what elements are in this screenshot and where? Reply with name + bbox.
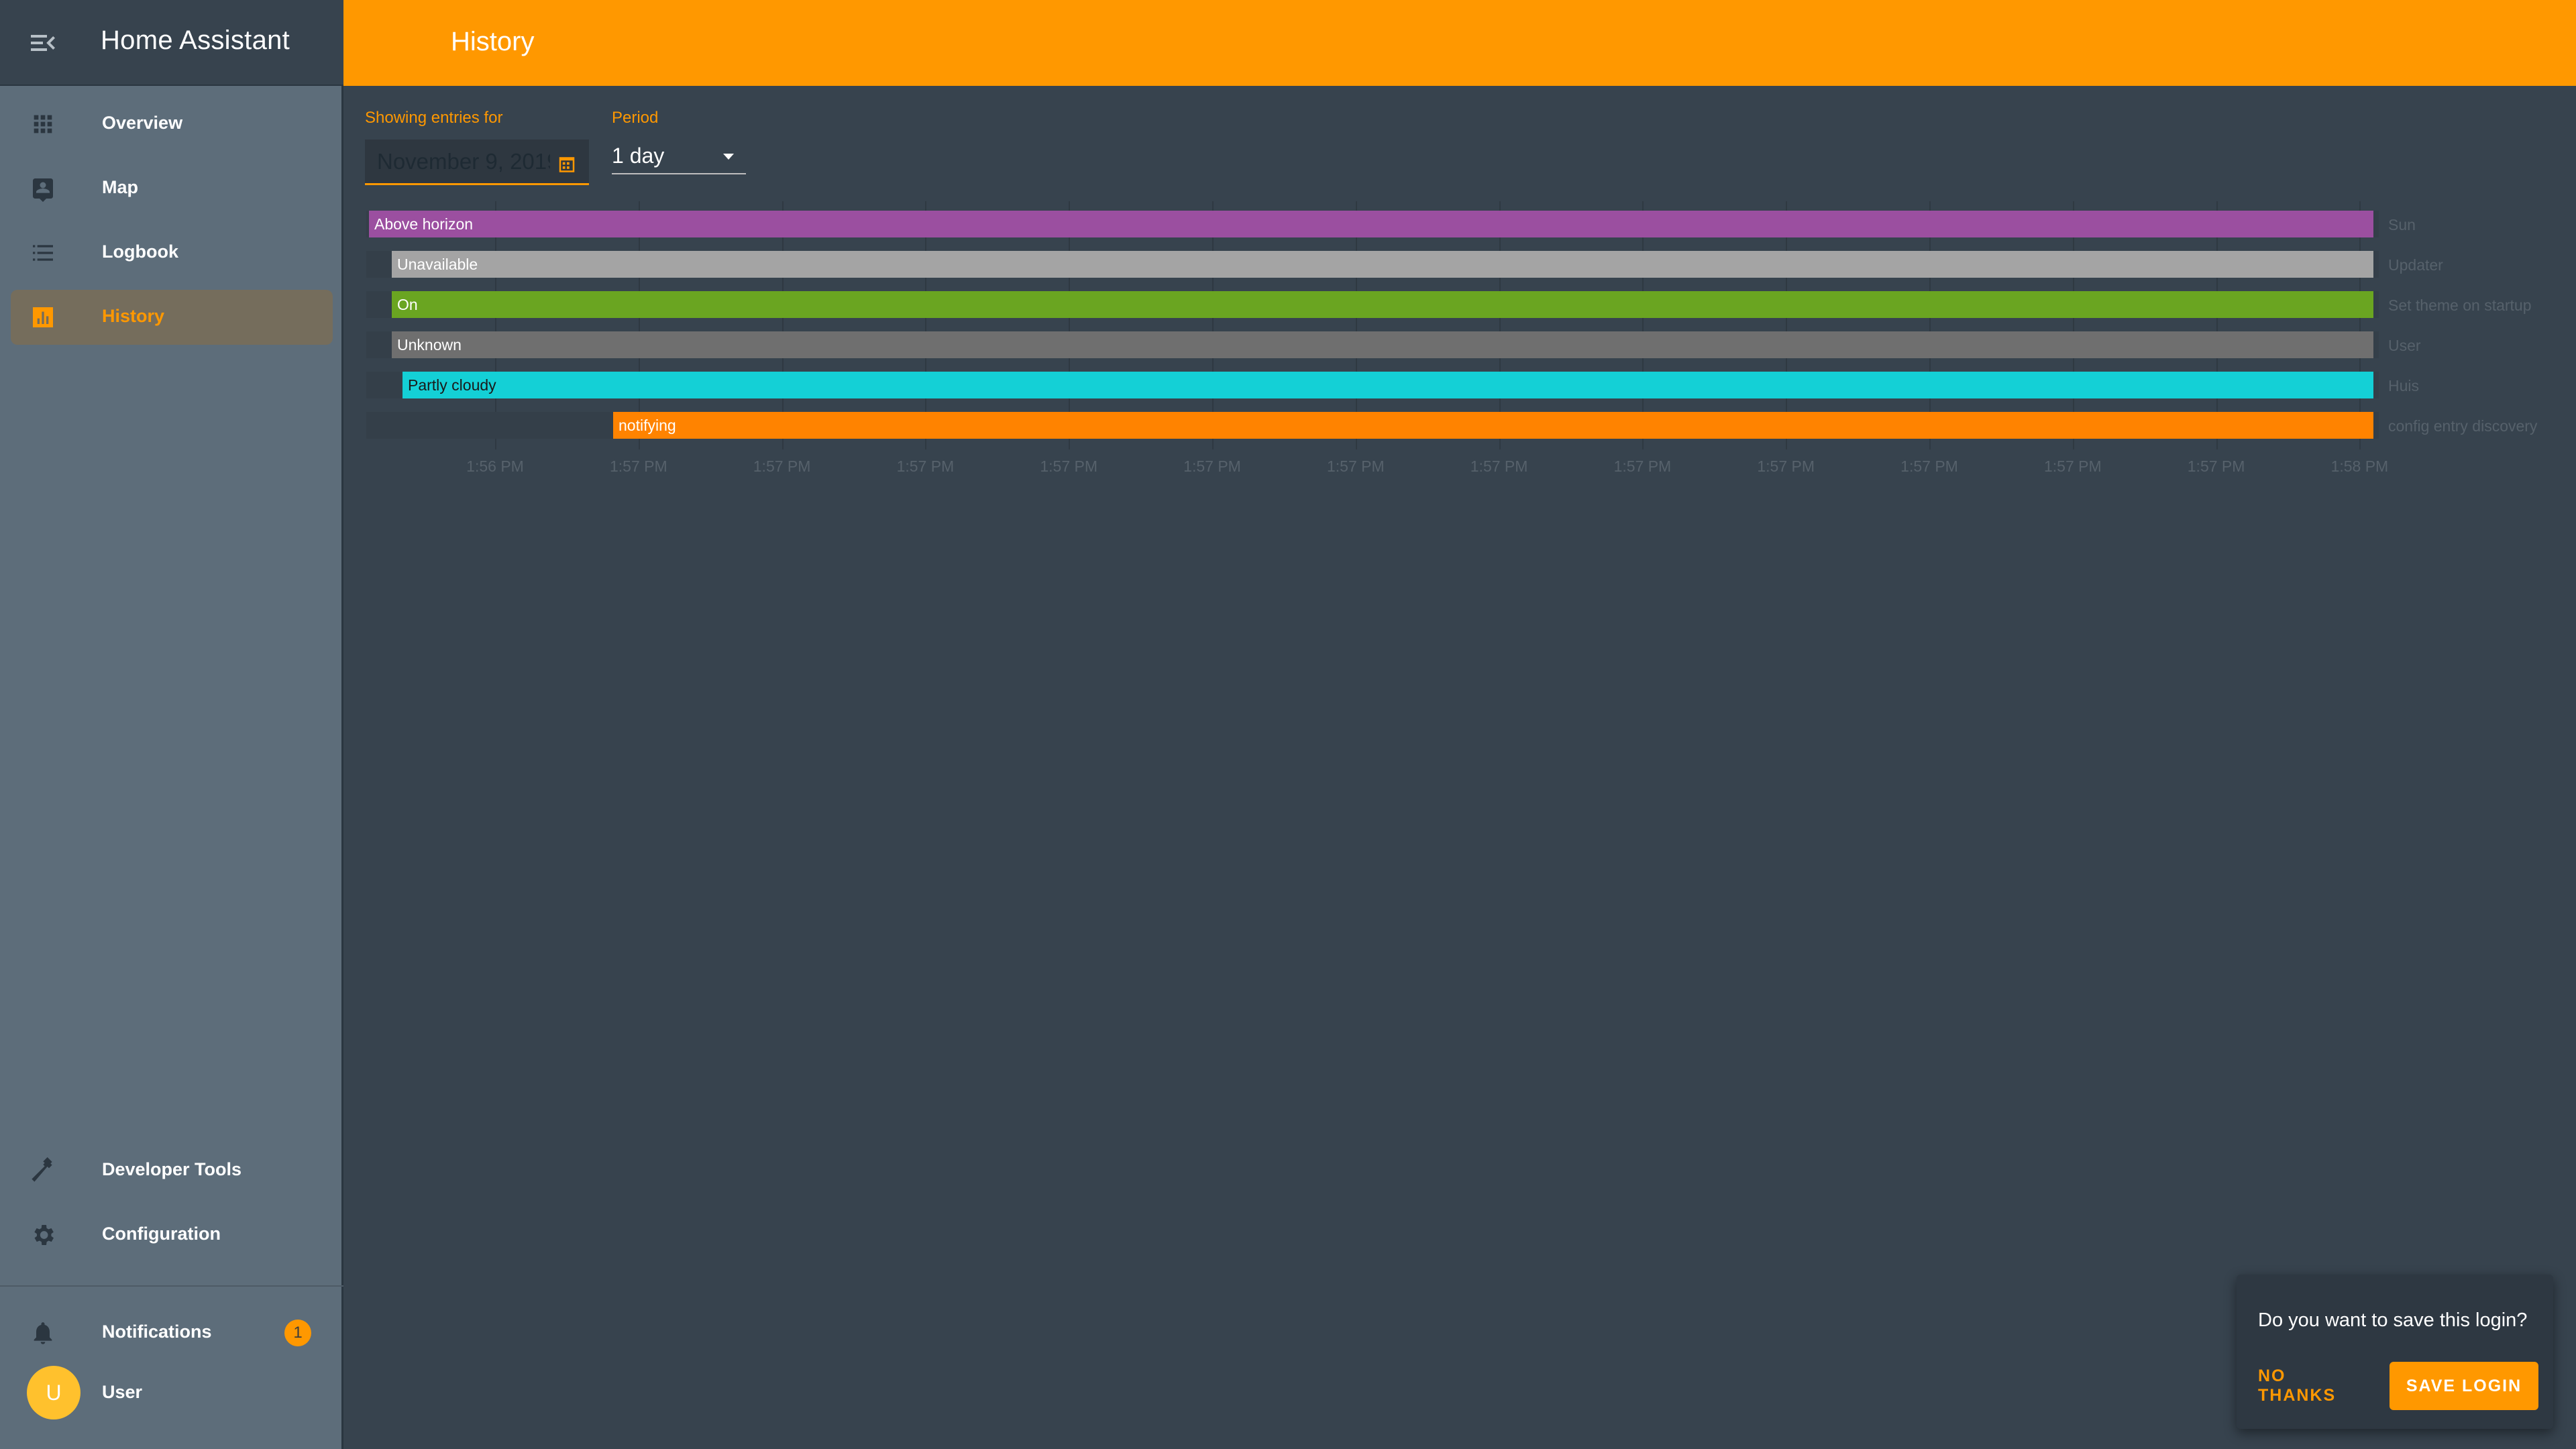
sidebar-item-notifications[interactable]: Notifications 1 <box>11 1305 333 1360</box>
x-axis-tick-label: 1:57 PM <box>609 458 667 475</box>
timeline-bar-label: Above horizon <box>374 215 474 233</box>
sidebar-item-label: Map <box>102 177 138 197</box>
gridline <box>1355 201 1357 449</box>
menu-collapse-icon[interactable] <box>27 27 59 59</box>
gridline <box>2359 201 2361 449</box>
no-thanks-button[interactable]: NO THANKS <box>2258 1362 2365 1410</box>
hammer-icon <box>27 1155 59 1187</box>
notification-count-badge: 1 <box>284 1320 311 1346</box>
x-axis-tick-label: 1:57 PM <box>1613 458 1672 475</box>
account-box-icon <box>27 172 59 205</box>
period-dropdown[interactable]: 1 day <box>612 138 746 174</box>
gridline <box>1069 201 1071 449</box>
period-label: Period <box>612 109 659 127</box>
x-axis-tick-label: 1:57 PM <box>2043 458 2102 475</box>
gridline <box>2216 201 2218 449</box>
sidebar-item-label: History <box>102 306 165 326</box>
x-axis-tick-label: 1:57 PM <box>896 458 955 475</box>
sidebar-item-label: User <box>102 1382 143 1402</box>
gridline <box>1786 201 1788 449</box>
x-axis-tick-label: 1:57 PM <box>1470 458 1528 475</box>
avatar: U <box>27 1366 80 1419</box>
timeline-entity-name: Sun <box>2388 216 2416 233</box>
sidebar-item-label: Developer Tools <box>102 1159 242 1179</box>
list-icon <box>27 237 59 269</box>
timeline-bar[interactable]: Partly cloudy <box>402 372 2373 398</box>
gridline <box>1642 201 1644 449</box>
sidebar-divider <box>0 1285 343 1287</box>
save-login-button[interactable]: SAVE LOGIN <box>2390 1362 2538 1410</box>
sidebar-item-history[interactable]: History <box>11 290 333 345</box>
timeline-bar-label: On <box>397 296 418 313</box>
x-axis-tick-label: 1:58 PM <box>2330 458 2389 475</box>
timeline-bar-label: Partly cloudy <box>408 376 496 394</box>
x-axis-tick-label: 1:56 PM <box>466 458 524 475</box>
x-axis-tick-label: 1:57 PM <box>753 458 811 475</box>
timeline-bar[interactable]: Unavailable <box>392 251 2373 278</box>
date-picker-label: Showing entries for <box>365 109 503 127</box>
save-login-dialog: Do you want to save this login? NO THANK… <box>2237 1275 2553 1429</box>
date-value: November 9, 2019 <box>377 149 550 174</box>
timeline-bar[interactable]: On <box>392 291 2373 318</box>
x-axis-tick-label: 1:57 PM <box>1040 458 1098 475</box>
bell-icon <box>27 1317 59 1349</box>
x-axis-tick-label: 1:57 PM <box>1326 458 1385 475</box>
gridline <box>638 201 640 449</box>
timeline-bar-label: Unavailable <box>397 256 478 273</box>
x-axis-tick-label: 1:57 PM <box>1183 458 1241 475</box>
timeline-bar[interactable]: notifying <box>613 412 2373 439</box>
sidebar-item-logbook[interactable]: Logbook <box>11 225 333 280</box>
calendar-icon[interactable] <box>557 152 577 174</box>
sidebar-item-label: Notifications <box>102 1322 212 1342</box>
timeline-entity-name: config entry discovery <box>2388 417 2538 435</box>
x-axis-tick-label: 1:57 PM <box>1900 458 1958 475</box>
gridline <box>1212 201 1214 449</box>
sidebar-item-developer-tools[interactable]: Developer Tools <box>11 1143 333 1198</box>
history-timeline-chart: Above horizon Sun Unavailable Updater On Set … <box>366 201 2576 483</box>
sidebar-item-user[interactable]: U User <box>11 1358 333 1428</box>
period-value: 1 day <box>612 144 665 168</box>
sidebar-item-map[interactable]: Map <box>11 161 333 216</box>
sidebar-item-label: Overview <box>102 113 183 133</box>
sidebar-item-configuration[interactable]: Configuration <box>11 1208 333 1263</box>
timeline-bar-label: notifying <box>619 417 676 434</box>
x-axis-tick-label: 1:57 PM <box>1757 458 1815 475</box>
timeline-entity-name: Updater <box>2388 256 2443 274</box>
sidebar-item-label: Logbook <box>102 241 178 262</box>
timeline-entity-name: Set theme on startup <box>2388 297 2532 314</box>
app-title: Home Assistant <box>101 25 290 55</box>
gridline <box>495 201 496 449</box>
gridline <box>782 201 784 449</box>
gridline <box>925 201 927 449</box>
timeline-bar[interactable]: Above horizon <box>369 211 2373 237</box>
dialog-message: Do you want to save this login? <box>2258 1309 2528 1331</box>
date-picker-input[interactable]: November 9, 2019 <box>365 140 589 185</box>
gridline <box>2072 201 2074 449</box>
gridline <box>1929 201 1931 449</box>
sidebar: Home Assistant Overview Map Logbook Hist… <box>0 0 343 1449</box>
x-axis-tick-label: 1:57 PM <box>2187 458 2245 475</box>
gear-icon <box>27 1219 59 1251</box>
timeline-entity-name: Huis <box>2388 377 2420 394</box>
sidebar-item-overview[interactable]: Overview <box>11 97 333 152</box>
timeline-bar-label: Unknown <box>397 336 462 354</box>
top-app-bar: History <box>343 0 2576 86</box>
sidebar-header: Home Assistant <box>0 0 343 86</box>
grid-icon <box>27 108 59 140</box>
dropdown-arrow-icon <box>720 150 737 164</box>
timeline-entity-name: User <box>2388 337 2421 354</box>
timeline-bar[interactable]: Unknown <box>392 331 2373 358</box>
gridline <box>1499 201 1501 449</box>
page-title: History <box>451 27 535 56</box>
chart-icon <box>27 301 59 333</box>
sidebar-item-label: Configuration <box>102 1224 221 1244</box>
